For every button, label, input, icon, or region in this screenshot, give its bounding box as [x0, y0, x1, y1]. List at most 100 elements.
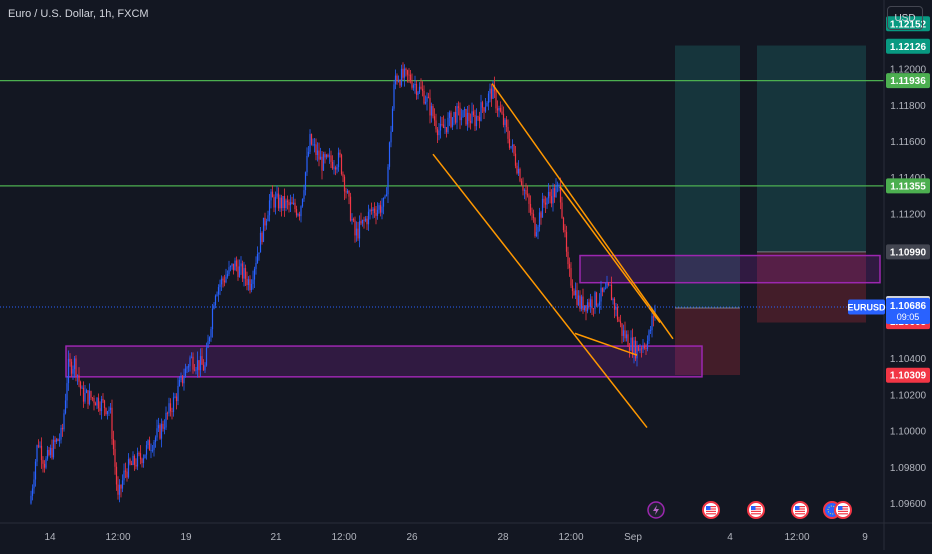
candle-body [558, 184, 560, 186]
candle-body [568, 264, 571, 269]
candle-body [421, 88, 424, 91]
candle-body [339, 152, 341, 155]
position-1-target[interactable] [675, 45, 740, 309]
currency-button[interactable]: USD [887, 6, 923, 30]
candle-body [118, 484, 121, 495]
candle-body [423, 90, 425, 104]
position-2-target[interactable] [757, 45, 866, 252]
candle-body [363, 219, 365, 221]
candle-body [390, 131, 392, 143]
position-1-stop[interactable] [675, 308, 740, 376]
candle-body [357, 228, 359, 239]
candle-body [273, 197, 275, 208]
event-ring [747, 501, 765, 519]
lightning-event-icon[interactable] [647, 501, 665, 519]
candle-body [100, 398, 103, 412]
candle-body [382, 197, 385, 207]
us-flag-event-icon[interactable] [747, 501, 765, 519]
candle-body [624, 330, 626, 339]
candle-body [589, 299, 592, 307]
candle-body [135, 464, 137, 467]
candle-body [199, 356, 202, 371]
candle-body [181, 375, 184, 384]
candle-body [312, 144, 314, 146]
candle-body [435, 120, 437, 130]
candle-body [324, 154, 326, 158]
candle-body [603, 288, 605, 292]
us-flag-event-icon[interactable] [702, 501, 720, 519]
candle-body [192, 356, 194, 370]
candle-body [543, 198, 545, 203]
candle-body [394, 75, 397, 85]
candle-body [582, 296, 584, 310]
candle-body [442, 124, 445, 129]
us-flag-event-icon[interactable] [834, 501, 852, 519]
candle-body [79, 381, 82, 389]
channel-lower[interactable] [432, 153, 648, 428]
candle-body [120, 484, 122, 489]
candle-body [97, 397, 100, 409]
candle-body [652, 316, 655, 318]
candle-body [154, 437, 157, 443]
candle-body [111, 407, 113, 439]
candle-body [559, 184, 562, 203]
candle-body [429, 97, 431, 116]
candle-body [148, 440, 151, 451]
candle-body [318, 150, 320, 160]
candle-body [345, 191, 347, 193]
candle-body [441, 123, 443, 125]
candle-body [75, 358, 77, 376]
candle-body [160, 423, 163, 439]
candle-body [219, 284, 221, 288]
candle-body [130, 463, 133, 465]
candle-body [523, 190, 526, 191]
candle-body [373, 208, 376, 213]
candle-body [54, 439, 56, 442]
candle-body [90, 391, 92, 398]
candle-body [604, 288, 607, 290]
candle-body [115, 466, 118, 485]
candle-body [240, 263, 242, 267]
candle-body [504, 119, 506, 125]
wedge-upper[interactable] [559, 186, 661, 323]
candle-body [609, 284, 611, 286]
candle-body [468, 112, 470, 121]
candle-body [193, 369, 196, 371]
y-tick-label: 1.10000 [890, 427, 927, 438]
candle-body [316, 150, 319, 155]
candle-body [505, 119, 508, 127]
candle-body [78, 375, 80, 382]
candle-body [309, 134, 311, 152]
candle-body [562, 217, 565, 231]
candle-body [94, 403, 97, 406]
candle-body [615, 307, 617, 310]
candle-body [261, 232, 263, 242]
supply-zone[interactable] [579, 254, 881, 284]
candle-body [564, 230, 566, 232]
candle-body [330, 155, 332, 162]
price-label: 1.10309 [890, 371, 927, 382]
candle-body [414, 83, 416, 86]
candle-body [418, 86, 421, 93]
candle-body [262, 217, 265, 242]
us-flag-event-icon[interactable] [791, 501, 809, 519]
candle-body [289, 202, 292, 206]
candle-body [183, 377, 185, 384]
candle-body [361, 219, 364, 224]
candle-body [535, 232, 538, 237]
wedge-lower[interactable] [574, 332, 638, 356]
price-label-bg [886, 178, 930, 194]
channel-upper[interactable] [491, 83, 674, 340]
flag-stripe [751, 513, 761, 515]
demand-zone[interactable] [65, 345, 703, 378]
position-2-stop[interactable] [757, 251, 866, 323]
candle-body [129, 459, 131, 464]
candle-body [349, 196, 352, 221]
candle-body [49, 447, 52, 455]
candle-body [526, 194, 529, 196]
candle-body [415, 83, 418, 95]
candle-body [301, 198, 304, 207]
candle-body [463, 109, 466, 111]
